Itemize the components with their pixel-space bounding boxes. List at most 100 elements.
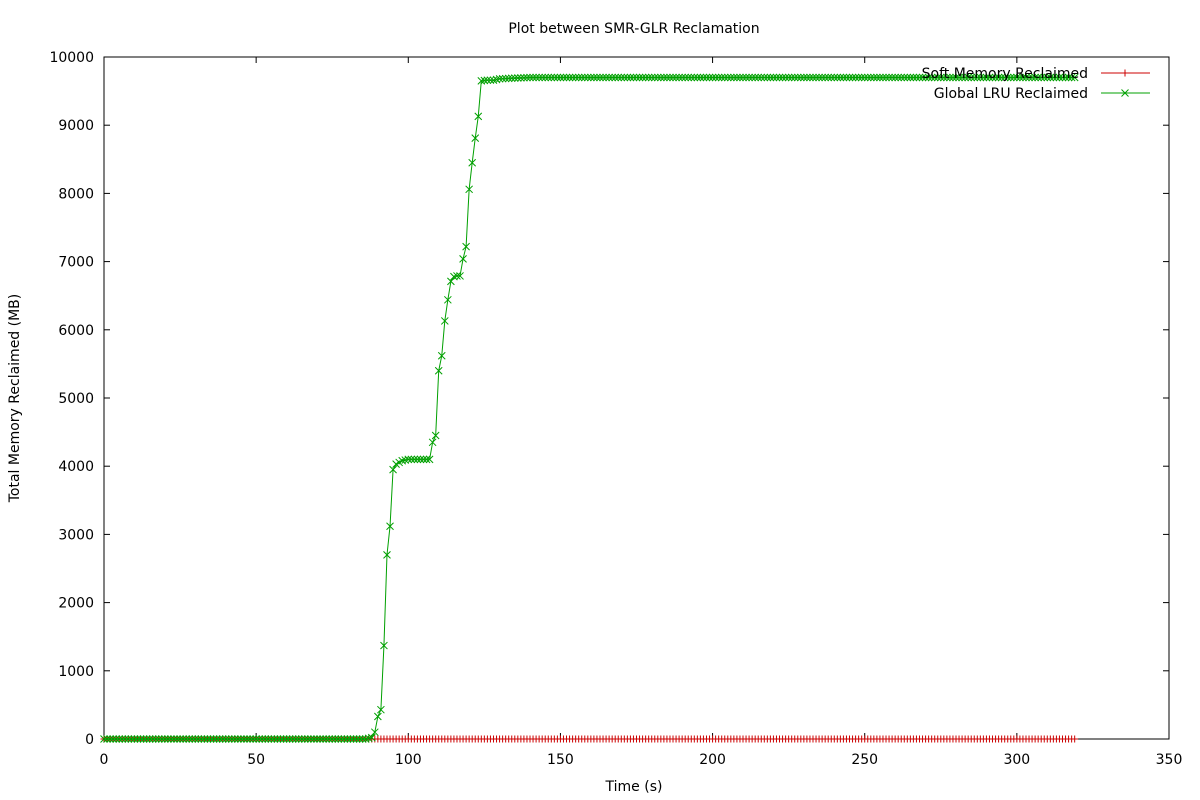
data-point-global-lru [611, 73, 620, 82]
data-point-global-lru [1040, 73, 1049, 82]
data-point-global-lru [307, 735, 315, 743]
data-point-global-lru [185, 735, 194, 743]
data-point-global-lru [812, 73, 820, 82]
data-point-global-lru [453, 272, 461, 280]
data-point-global-lru [644, 73, 653, 82]
data-point-global-lru [227, 735, 236, 743]
x-tick-label: 150 [547, 752, 574, 768]
legend-marker-symbol [1121, 69, 1129, 77]
data-point-global-lru [763, 73, 772, 82]
data-point-global-lru [924, 73, 933, 82]
plot-frame [103, 56, 1170, 740]
y-axis-title: Total Memory Reclaimed (MB) [7, 294, 23, 504]
data-point-global-lru [839, 73, 848, 82]
data-point-global-lru [757, 73, 766, 82]
data-point-global-lru [279, 735, 288, 743]
legend-label-soft-memory: Soft Memory Reclaimed [922, 66, 1088, 82]
data-point-global-lru [1025, 73, 1033, 82]
data-point-global-lru [337, 735, 346, 743]
data-point-global-lru [243, 735, 251, 743]
data-point-global-lru [970, 73, 979, 82]
data-point-global-lru [1003, 73, 1012, 82]
legend-marker-symbol [1121, 89, 1129, 97]
data-point-global-lru [772, 73, 781, 82]
data-point-global-lru [632, 73, 641, 82]
legend: Soft Memory Reclaimed Global LRU Reclaim… [922, 66, 1150, 102]
data-point-global-lru [964, 73, 973, 82]
data-point-global-lru [224, 735, 233, 743]
data-point-global-lru [501, 74, 510, 83]
data-point-global-lru [784, 73, 793, 82]
data-point-global-lru [148, 735, 157, 743]
data-point-global-lru [851, 73, 860, 82]
data-point-global-lru [705, 73, 714, 82]
data-point-global-lru [888, 73, 896, 82]
axis-tick-labels: 0 50 100 150 200 250 300 350 0 1000 2000 3000 4000 50… [49, 50, 1182, 768]
data-point-global-lru [568, 73, 577, 82]
data-point-global-lru [164, 735, 172, 743]
data-point-global-lru [349, 735, 358, 743]
data-point-global-lru [483, 76, 492, 85]
data-point-global-lru [370, 728, 379, 737]
x-tick-label: 50 [247, 752, 265, 768]
data-point-global-lru [596, 73, 604, 82]
data-point-global-lru [796, 73, 805, 82]
data-point-global-lru [876, 73, 884, 82]
data-point-global-lru [249, 735, 257, 743]
data-point-global-lru [541, 73, 550, 82]
data-point-global-lru [313, 735, 321, 743]
data-point-global-lru [504, 74, 513, 83]
data-point-global-lru [535, 73, 543, 82]
y-tick-label: 7000 [58, 255, 94, 271]
data-point-global-lru [866, 73, 875, 82]
data-point-global-lru [450, 272, 458, 281]
data-point-global-lru [583, 73, 592, 82]
data-point-global-lru [687, 73, 696, 82]
data-point-global-lru [708, 73, 717, 82]
data-point-global-lru [343, 735, 352, 743]
data-point-global-lru [943, 73, 951, 82]
data-point-global-lru [696, 73, 705, 82]
data-point-global-lru [401, 456, 410, 464]
data-point-global-lru [538, 73, 547, 82]
data-point-global-lru [413, 455, 422, 464]
data-point-global-lru [638, 73, 647, 82]
data-point-global-lru [726, 73, 735, 82]
data-point-global-lru [517, 74, 525, 82]
data-point-global-lru [663, 73, 671, 82]
data-point-global-lru [854, 73, 863, 82]
data-point-global-lru [218, 735, 227, 743]
data-point-global-lru [471, 134, 480, 143]
data-point-global-lru [288, 735, 297, 743]
data-point-global-lru [258, 735, 267, 743]
data-point-global-lru [425, 455, 434, 464]
data-point-global-lru [976, 73, 985, 82]
data-point-global-lru [1049, 73, 1058, 82]
data-point-global-lru [836, 73, 845, 82]
data-point-global-lru [532, 73, 540, 82]
data-point-global-lru [106, 735, 114, 743]
data-point-global-lru [300, 735, 309, 743]
data-point-global-lru [212, 735, 221, 743]
x-tick-label: 0 [100, 752, 109, 768]
data-point-global-lru [191, 735, 200, 743]
data-point-global-lru [513, 74, 522, 82]
data-point-global-lru [124, 735, 133, 743]
data-point-global-lru [352, 735, 361, 743]
data-point-global-lru [520, 73, 528, 82]
data-point-global-lru [526, 73, 534, 82]
data-point-global-lru [282, 735, 291, 743]
data-point-global-lru [930, 73, 939, 82]
data-point-global-lru [900, 73, 909, 82]
data-point-global-lru [885, 73, 893, 82]
data-point-global-lru [507, 74, 516, 83]
data-point-global-lru [620, 73, 629, 82]
data-point-global-lru [599, 73, 607, 82]
data-point-global-lru [319, 735, 327, 743]
data-point-global-lru [997, 73, 1006, 82]
data-point-global-lru [973, 73, 982, 82]
data-point-global-lru [994, 73, 1003, 82]
data-point-global-lru [824, 73, 833, 82]
data-point-global-lru [264, 735, 273, 743]
